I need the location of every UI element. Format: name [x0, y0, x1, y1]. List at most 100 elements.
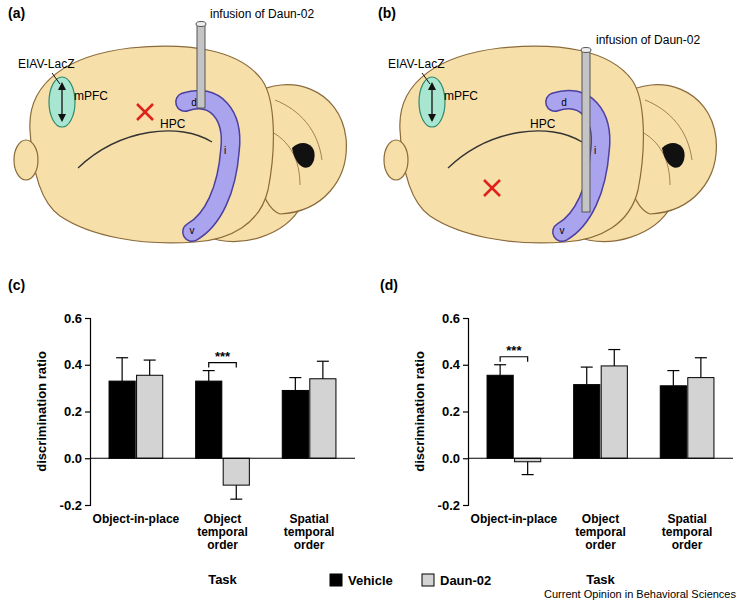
error-bar — [289, 378, 301, 391]
error-cap — [522, 474, 534, 475]
y-axis: -0.2 0.0 0.2 0.4 0.6 — [438, 311, 469, 513]
y-tick-label: -0.2 — [438, 498, 460, 513]
error-bar — [317, 361, 329, 379]
baseline — [468, 458, 733, 459]
infusion-label: infusion of Daun-02 — [596, 33, 700, 47]
significance-label: *** — [506, 343, 522, 358]
error-line — [673, 371, 674, 386]
y-tick-label: 0.4 — [64, 357, 83, 372]
x-tick-label: Objecttemporalorder — [197, 512, 248, 552]
bar — [223, 458, 249, 485]
y-tick: 0.2 — [64, 404, 90, 419]
y-tick: 0.0 — [442, 451, 468, 466]
subregion-label: d — [191, 97, 197, 108]
panel-label: (c) — [8, 277, 25, 293]
subregion-label: d — [561, 97, 567, 108]
cannula-cap — [581, 48, 591, 53]
error-line — [122, 358, 123, 381]
error-bar — [494, 365, 506, 376]
error-cap — [203, 370, 215, 371]
y-tick: -0.2 — [438, 498, 468, 513]
y-tick: 0.4 — [64, 357, 90, 372]
y-axis: -0.2 0.0 0.2 0.4 0.6 — [60, 311, 91, 513]
vector-label: EIAV-LacZ — [388, 57, 444, 71]
mpfc-arrow — [431, 86, 432, 118]
error-line — [208, 371, 209, 382]
plot-area — [109, 358, 336, 499]
infusion-label: infusion of Daun-02 — [210, 7, 314, 21]
cerebrum — [30, 46, 274, 243]
cannula — [197, 24, 205, 108]
lesion-mark — [137, 104, 153, 120]
tract-line — [448, 131, 582, 168]
hpc-outline — [185, 100, 231, 232]
error-cap — [230, 499, 242, 500]
region-label: mPFC — [74, 89, 108, 103]
olfactory-bulb — [384, 140, 408, 180]
tract-line — [78, 131, 212, 168]
error-bar — [203, 371, 215, 382]
error-line — [527, 462, 528, 475]
y-tick-label: 0.2 — [64, 404, 82, 419]
y-axis-title: discrimination ratio — [412, 351, 427, 472]
error-cap — [289, 377, 301, 378]
ventricle — [662, 143, 685, 168]
y-tick-mark — [463, 411, 468, 412]
y-tick: -0.2 — [60, 498, 90, 513]
error-cap — [667, 370, 679, 371]
error-cap — [116, 357, 128, 358]
legend-swatch — [330, 574, 342, 586]
y-tick-label: 0.4 — [442, 357, 461, 372]
y-axis-title: discrimination ratio — [34, 351, 49, 472]
mpfc-region — [419, 77, 445, 127]
y-tick-mark — [463, 318, 468, 319]
y-tick-mark — [463, 365, 468, 366]
y-tick: 0.6 — [442, 311, 468, 326]
y-tick-mark — [463, 505, 468, 506]
y-tick: 0.4 — [442, 357, 468, 372]
y-tick-mark — [85, 365, 90, 366]
region-label: HPC — [160, 117, 186, 131]
y-axis-line — [463, 319, 469, 506]
diagram: (b)EIAV-LacZmPFCHPCdivinfusion of Daun-0… — [378, 5, 716, 243]
ventricle — [292, 143, 315, 168]
chart: (c) -0.2 0.0 0.2 0.4 0.6 Object-in-place Object… — [8, 277, 355, 587]
region-label: mPFC — [444, 89, 478, 103]
x-tick-label: Object-in-place — [471, 512, 558, 526]
y-tick-label: 0.0 — [64, 451, 82, 466]
subregion-label: i — [224, 145, 226, 156]
significance-label: *** — [215, 349, 231, 364]
x-tick-label: Objecttemporalorder — [575, 512, 626, 552]
error-cap — [144, 359, 156, 360]
cannula — [582, 50, 590, 212]
x-axis-title: Task — [586, 572, 615, 587]
error-bar — [581, 367, 593, 385]
error-line — [700, 358, 701, 378]
error-bar — [522, 462, 534, 475]
y-tick-label: -0.2 — [60, 498, 82, 513]
error-cap — [494, 364, 506, 365]
bar — [310, 379, 336, 458]
legend: VehicleDaun-02 — [330, 573, 491, 588]
lesion-mark — [484, 180, 500, 196]
error-cap — [581, 366, 593, 367]
error-line — [614, 350, 615, 366]
y-tick-mark — [85, 411, 90, 412]
mpfc-arrowhead — [428, 114, 436, 122]
error-bar — [667, 371, 679, 386]
subregion-label: v — [190, 225, 195, 236]
region-label: HPC — [530, 117, 556, 131]
error-line — [236, 485, 237, 499]
x-tick-label: Object-in-place — [93, 512, 180, 526]
y-tick: 0.2 — [442, 404, 468, 419]
vector-label: EIAV-LacZ — [18, 57, 74, 71]
error-line — [295, 378, 296, 391]
error-bar — [230, 485, 242, 499]
y-tick: 0.6 — [64, 311, 90, 326]
bar — [688, 378, 714, 459]
bar — [196, 381, 222, 458]
error-line — [586, 367, 587, 385]
hpc-region — [185, 100, 231, 232]
mpfc-region — [49, 77, 75, 127]
y-tick-mark — [85, 318, 90, 319]
